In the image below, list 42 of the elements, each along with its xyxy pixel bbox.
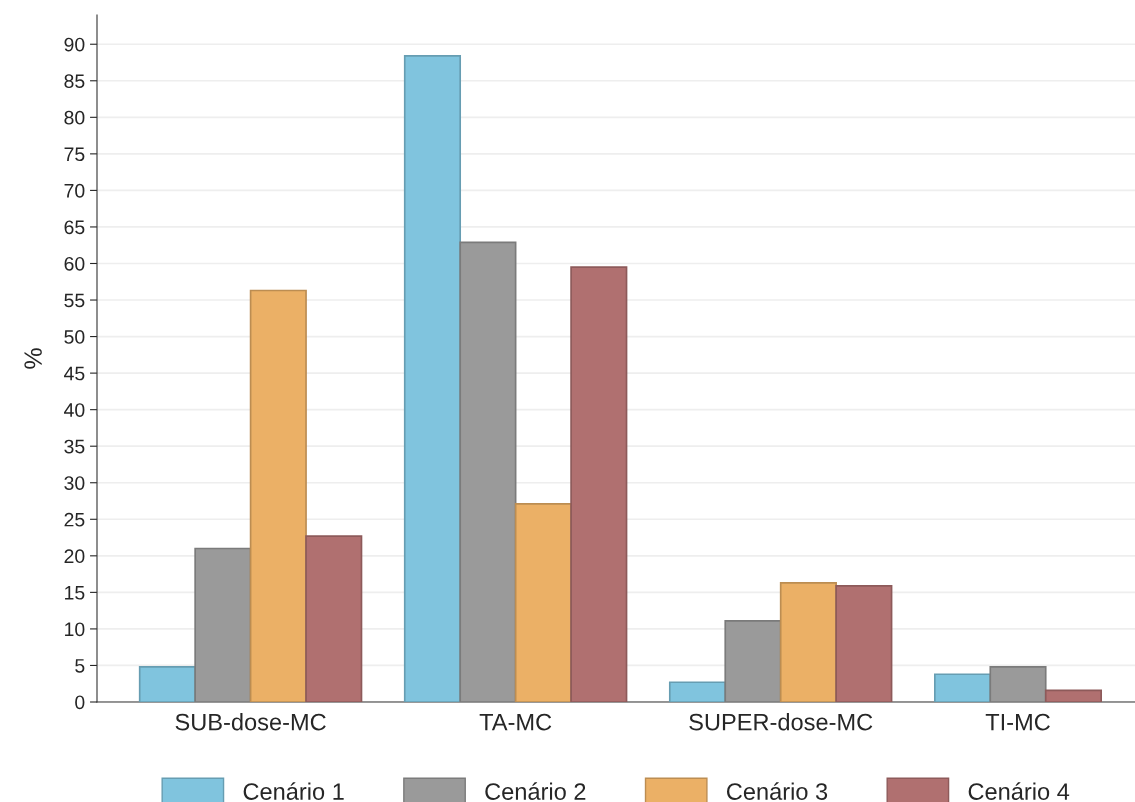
y-tick-label: 35 — [64, 439, 85, 454]
y-tick-label: 0 — [75, 695, 85, 710]
y-tick-label: 20 — [64, 549, 85, 564]
bar — [194, 547, 252, 702]
bar — [835, 584, 893, 702]
bar — [514, 503, 572, 702]
bar — [249, 289, 307, 702]
bar — [668, 681, 727, 702]
bar — [724, 620, 782, 702]
bar — [989, 666, 1047, 702]
bar — [305, 535, 363, 702]
y-tick-label: 65 — [64, 220, 85, 235]
x-tick-label: SUB-dose-MC — [175, 713, 326, 731]
y-tick-label: 40 — [64, 403, 85, 417]
y-tick-label: 5 — [75, 659, 85, 673]
legend-label: Cenário 3 — [726, 782, 828, 800]
x-tick-label: SUPER-dose-MC — [689, 713, 873, 731]
bar — [779, 582, 837, 702]
y-tick-label: 80 — [64, 110, 85, 125]
y-tick-label: 15 — [65, 586, 85, 600]
bar — [570, 266, 628, 702]
y-tick-label: 30 — [64, 476, 85, 490]
y-tick-label: 70 — [64, 183, 85, 198]
y-axis-title: % — [24, 348, 42, 369]
bar — [933, 673, 992, 702]
y-tick-label: 85 — [64, 74, 85, 89]
x-tick-label: TA-MC — [479, 713, 552, 731]
legend-label: Cenário 1 — [243, 782, 344, 800]
x-tick-label: TI-MC — [985, 713, 1050, 731]
y-tick-label: 50 — [64, 330, 85, 344]
y-tick-label: 10 — [65, 622, 85, 637]
y-tick-label: 45 — [64, 366, 85, 381]
legend-label: Cenário 2 — [485, 782, 586, 800]
y-tick-label: 55 — [64, 293, 85, 308]
bar — [138, 666, 196, 702]
y-tick-label: 75 — [64, 147, 85, 162]
y-tick-label: 60 — [64, 256, 85, 271]
bar — [459, 241, 517, 702]
legend-label: Cenário 4 — [968, 782, 1070, 800]
bar — [403, 55, 462, 702]
y-tick-label: 90 — [64, 37, 85, 52]
y-tick-label: 25 — [64, 512, 85, 527]
